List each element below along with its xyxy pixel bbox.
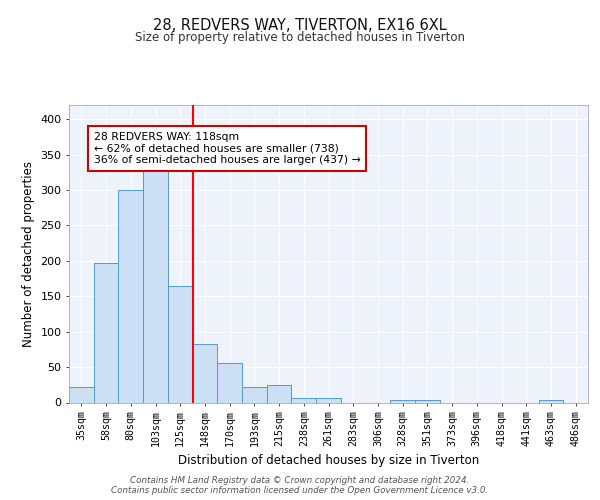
Y-axis label: Number of detached properties: Number of detached properties [22, 161, 35, 347]
Bar [168, 286, 193, 403]
Text: Size of property relative to detached houses in Tiverton: Size of property relative to detached ho… [135, 32, 465, 44]
Bar [267, 385, 292, 402]
Bar [242, 387, 267, 402]
Text: Contains HM Land Registry data © Crown copyright and database right 2024.
Contai: Contains HM Land Registry data © Crown c… [112, 476, 488, 495]
Bar [539, 400, 563, 402]
Text: 28, REDVERS WAY, TIVERTON, EX16 6XL: 28, REDVERS WAY, TIVERTON, EX16 6XL [153, 18, 447, 32]
Bar [94, 263, 118, 402]
Text: 28 REDVERS WAY: 118sqm
← 62% of detached houses are smaller (738)
36% of semi-de: 28 REDVERS WAY: 118sqm ← 62% of detached… [94, 132, 361, 165]
Bar [390, 400, 415, 402]
Bar [415, 400, 440, 402]
Bar [69, 387, 94, 402]
Bar [217, 363, 242, 403]
Bar [316, 398, 341, 402]
Bar [143, 170, 168, 402]
Bar [292, 398, 316, 402]
Bar [193, 344, 217, 403]
X-axis label: Distribution of detached houses by size in Tiverton: Distribution of detached houses by size … [178, 454, 479, 468]
Bar [118, 190, 143, 402]
